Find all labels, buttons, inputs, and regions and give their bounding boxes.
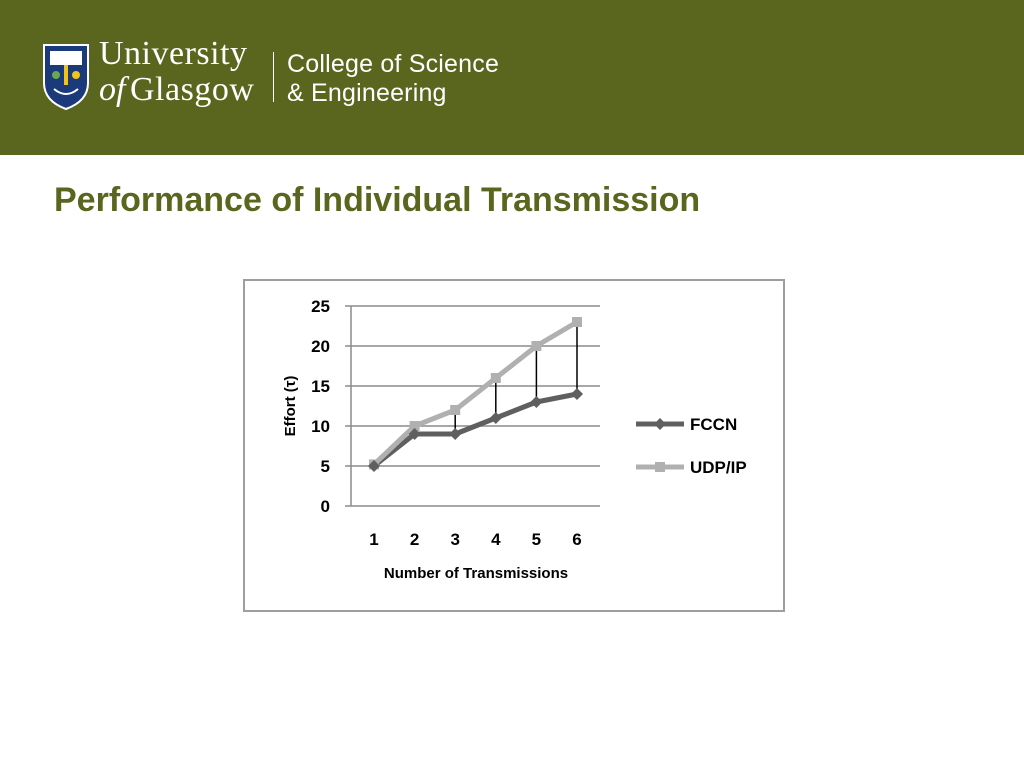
college-name-line1: College of Science bbox=[287, 50, 500, 78]
fccn-point bbox=[408, 428, 421, 440]
legend-label: FCCN bbox=[690, 415, 737, 434]
y-tick-label: 25 bbox=[311, 297, 330, 316]
y-tick-label: 5 bbox=[321, 457, 330, 476]
x-tick-label: 2 bbox=[410, 530, 419, 549]
chart-frame bbox=[243, 279, 785, 612]
x-axis-title: Number of Transmissions bbox=[384, 565, 568, 582]
series-line-udp-ip bbox=[372, 319, 579, 467]
x-tick-label: 1 bbox=[369, 530, 378, 549]
x-tick-label: 3 bbox=[450, 530, 459, 549]
fccn-point bbox=[368, 460, 380, 472]
logo-divider bbox=[273, 52, 274, 102]
y-tick-label: 0 bbox=[321, 497, 330, 516]
udp-ip-point bbox=[490, 373, 501, 383]
fccn-point bbox=[449, 428, 462, 440]
x-tick-label: 6 bbox=[572, 530, 581, 549]
university-of: of bbox=[99, 71, 126, 108]
legend-marker bbox=[655, 462, 665, 472]
y-tick-label: 15 bbox=[311, 377, 330, 396]
university-crest-icon bbox=[43, 44, 89, 111]
university-glasgow: Glasgow bbox=[130, 71, 255, 108]
university-name: University bbox=[99, 35, 248, 72]
udp-ip-point bbox=[409, 421, 420, 431]
header-banner: University of Glasgow College of Science… bbox=[0, 0, 1024, 155]
college-name-line2: & Engineering bbox=[287, 79, 447, 107]
series-line-fccn bbox=[372, 391, 578, 468]
udp-ip-point bbox=[450, 405, 461, 415]
fccn-point bbox=[571, 388, 583, 400]
x-tick-label: 5 bbox=[532, 530, 541, 549]
fccn-point bbox=[530, 396, 543, 408]
slide-title: Performance of Individual Transmission bbox=[54, 181, 701, 219]
legend-label: UDP/IP bbox=[690, 458, 747, 477]
y-tick-label: 10 bbox=[311, 417, 330, 436]
legend-marker bbox=[654, 418, 666, 430]
udp-ip-point bbox=[531, 341, 542, 351]
y-tick-label: 20 bbox=[311, 337, 330, 356]
x-tick-label: 4 bbox=[491, 530, 501, 549]
fccn-point bbox=[489, 412, 502, 424]
udp-ip-point bbox=[572, 317, 582, 327]
y-axis-title: Effort (τ) bbox=[282, 376, 299, 437]
